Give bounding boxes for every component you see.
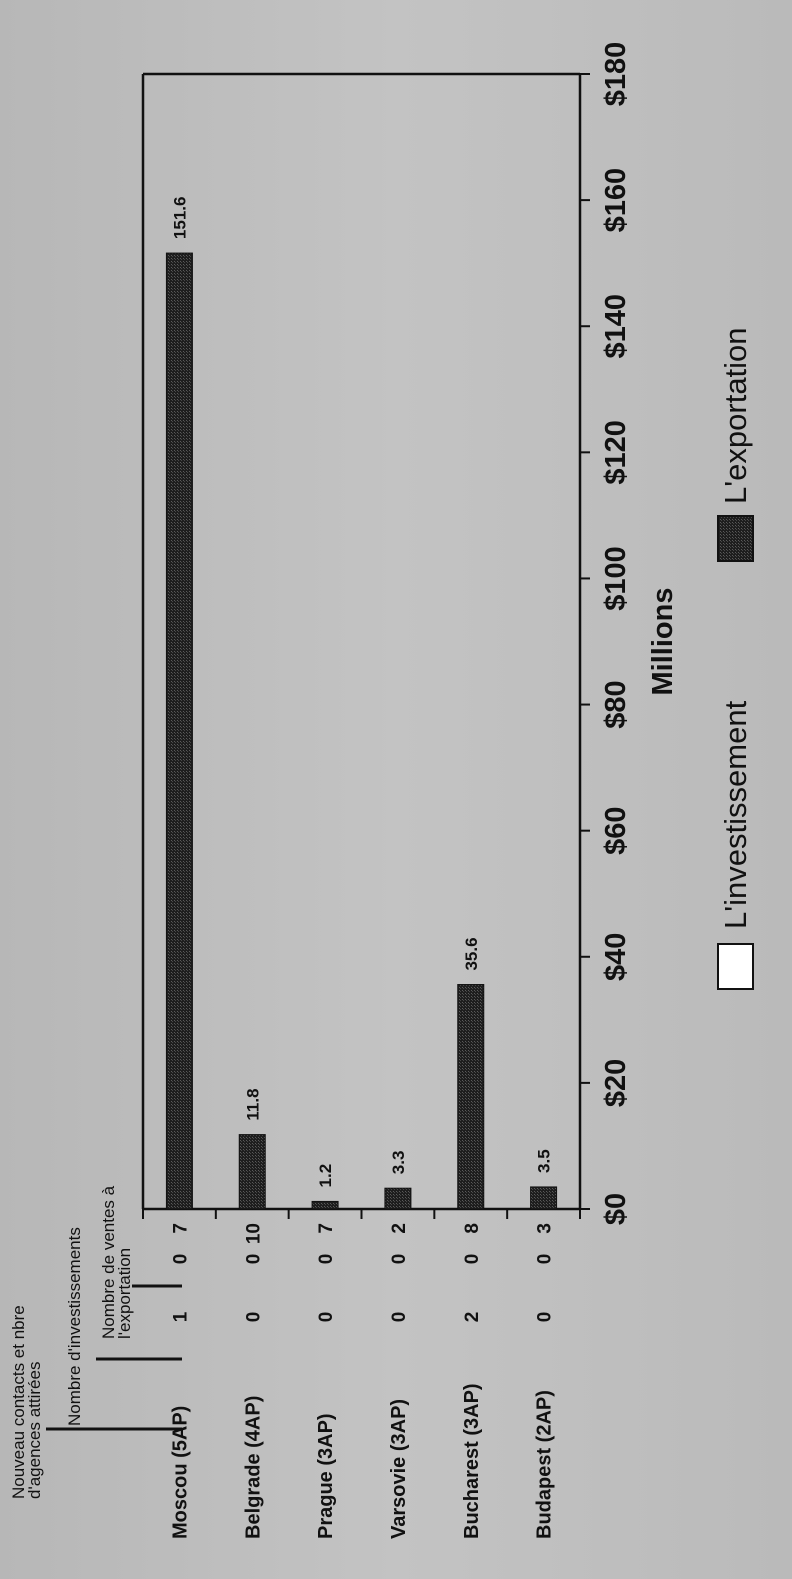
- investments-count-bucharest-3ap: 0: [462, 1254, 483, 1265]
- row-label-prague-3ap: Prague (3AP): [315, 1413, 337, 1539]
- row-label-bucharest-3ap: Bucharest (3AP): [461, 1383, 483, 1539]
- investments-count-belgrade-4ap: 0: [243, 1254, 264, 1265]
- header-investments: Nombre d'investissements: [65, 1227, 84, 1426]
- x-axis: $0 $20 $40 $60 $80 $100 $120 $140 $160 $180: [141, 42, 632, 1225]
- x-tick-label: $60: [600, 806, 632, 854]
- x-axis-title: Millions: [647, 588, 679, 696]
- header-contacts-line1: Nouveau contacts et nbre: [9, 1305, 28, 1499]
- bar-exportation-budapest-2ap: [530, 1186, 558, 1210]
- contacts-count-bucharest-3ap: 2: [462, 1312, 483, 1323]
- contacts-count-budapest-2ap: 0: [535, 1312, 556, 1323]
- value-label-varsovie-3ap: 3.3: [389, 1151, 408, 1175]
- investments-count-moscou-5ap: 0: [170, 1254, 191, 1265]
- value-label-budapest-2ap: 3.5: [535, 1149, 554, 1173]
- column-headers: Nouveau contacts et nbre d'agences attir…: [9, 1185, 182, 1499]
- x-tick-label: $20: [600, 1059, 632, 1107]
- legend: L'investissement L'exportation: [717, 327, 754, 990]
- row-label-belgrade-4ap: Belgrade (4AP): [242, 1396, 264, 1539]
- export-sales-count-moscou-5ap: 7: [170, 1223, 191, 1234]
- header-sales-line1: Nombre de ventes à: [99, 1185, 118, 1339]
- export-sales-count-varsovie-3ap: 2: [389, 1223, 410, 1234]
- export-sales-count-bucharest-3ap: 8: [462, 1223, 483, 1234]
- investments-count-varsovie-3ap: 0: [389, 1254, 410, 1265]
- value-label-moscou-5ap: 151.6: [170, 197, 189, 240]
- header-sales-line2: l'exportation: [115, 1248, 134, 1339]
- contacts-count-belgrade-4ap: 0: [243, 1312, 264, 1323]
- value-label-bucharest-3ap: 35.6: [462, 937, 481, 970]
- export-sales-count-budapest-2ap: 3: [535, 1223, 556, 1234]
- bar-exportation-varsovie-3ap: [384, 1187, 412, 1210]
- investments-count-prague-3ap: 0: [316, 1254, 337, 1265]
- value-label-belgrade-4ap: 11.8: [243, 1088, 262, 1120]
- x-tick-label: $180: [600, 42, 632, 107]
- bar-exportation-moscou-5ap: [165, 252, 193, 1210]
- x-tick-label: $140: [600, 294, 632, 359]
- contacts-count-prague-3ap: 0: [316, 1312, 337, 1323]
- legend-label-exportation: L'exportation: [718, 327, 753, 504]
- x-tick-label: $160: [600, 168, 632, 233]
- contacts-count-varsovie-3ap: 0: [389, 1312, 410, 1323]
- x-tick-label: $80: [600, 680, 632, 728]
- bars: 151.6 11.8 1.2 3.3 35.6 3.5: [165, 197, 558, 1210]
- value-label-prague-3ap: 1.2: [316, 1164, 335, 1188]
- legend-swatch-exportation: [717, 515, 754, 562]
- investments-count-budapest-2ap: 0: [535, 1254, 556, 1265]
- contacts-count-moscou-5ap: 1: [170, 1311, 191, 1322]
- row-label-varsovie-3ap: Varsovie (3AP): [388, 1399, 410, 1539]
- row-label-budapest-2ap: Budapest (2AP): [534, 1390, 556, 1539]
- x-tick-label: $40: [600, 933, 632, 981]
- export-sales-count-prague-3ap: 7: [316, 1223, 337, 1234]
- x-tick-label: $120: [600, 420, 632, 485]
- legend-label-investissement: L'investissement: [718, 700, 753, 929]
- bar-exportation-belgrade-4ap: [238, 1134, 266, 1210]
- export-sales-count-belgrade-4ap: 10: [243, 1223, 264, 1244]
- bar-exportation-prague-3ap: [311, 1200, 339, 1210]
- x-tick-label: $0: [600, 1193, 632, 1225]
- row-label-moscou-5ap: Moscou (5AP): [169, 1406, 191, 1539]
- x-tick-label: $100: [600, 546, 632, 611]
- bar-exportation-bucharest-3ap: [457, 984, 485, 1210]
- legend-swatch-investissement: [717, 943, 754, 990]
- header-contacts-line2: d'agences attirées: [25, 1362, 44, 1499]
